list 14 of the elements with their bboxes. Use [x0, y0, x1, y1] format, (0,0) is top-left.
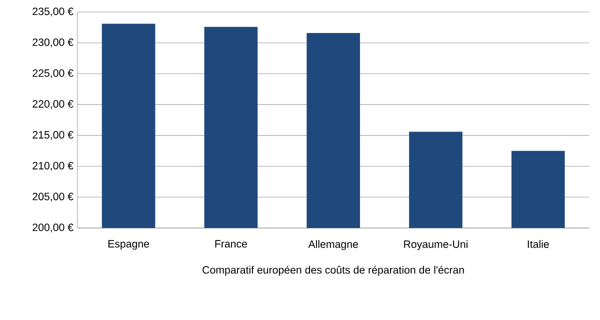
y-tick-label: 230,00 € — [32, 38, 74, 48]
y-tick-label: 200,00 € — [32, 224, 74, 232]
x-axis-title: Comparatif européen des coûts de réparation de l'écran — [202, 266, 464, 276]
y-tick-label: 235,00 € — [32, 8, 74, 16]
y-tick-label: 225,00 € — [32, 69, 74, 78]
x-tick-label: Royaume-Uni — [404, 240, 468, 250]
x-tick-label: Italie — [528, 240, 549, 248]
y-tick-label: 210,00 € — [32, 162, 74, 171]
y-tick-label: 205,00 € — [32, 192, 74, 202]
y-tick-label: 215,00 € — [32, 131, 74, 140]
x-tick-label: France — [215, 240, 247, 248]
y-tick-label: 220,00 € — [32, 100, 74, 109]
x-tick-label: Allemagne — [308, 240, 358, 250]
x-tick-label: Espagne — [108, 240, 150, 250]
